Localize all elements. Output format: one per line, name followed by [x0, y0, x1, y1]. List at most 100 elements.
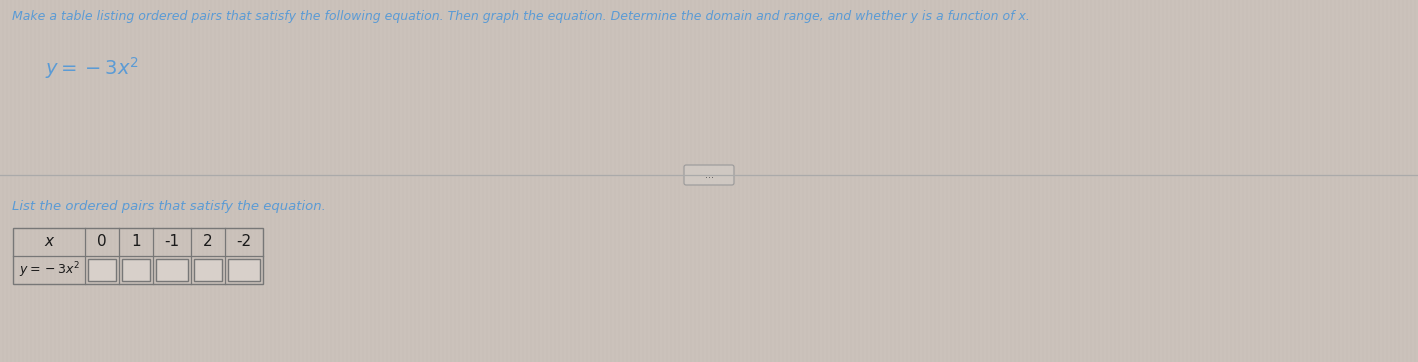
Bar: [428, 0, 430, 362]
Bar: [396, 0, 398, 362]
Bar: [672, 0, 674, 362]
Bar: [640, 0, 642, 362]
Bar: [1417, 0, 1418, 362]
Bar: [525, 0, 526, 362]
Bar: [1252, 0, 1254, 362]
Bar: [1276, 0, 1278, 362]
Bar: [312, 0, 313, 362]
Bar: [864, 0, 866, 362]
Bar: [881, 0, 882, 362]
Text: Make a table listing ordered pairs that satisfy the following equation. Then gra: Make a table listing ordered pairs that …: [11, 10, 1029, 23]
Bar: [116, 0, 118, 362]
Bar: [340, 0, 342, 362]
Bar: [703, 0, 706, 362]
Bar: [744, 0, 746, 362]
Text: List the ordered pairs that satisfy the equation.: List the ordered pairs that satisfy the …: [11, 200, 326, 213]
Bar: [547, 0, 550, 362]
Bar: [648, 0, 649, 362]
Bar: [1351, 0, 1354, 362]
Bar: [432, 0, 434, 362]
Bar: [1285, 0, 1286, 362]
Bar: [1400, 0, 1402, 362]
Bar: [123, 0, 126, 362]
Bar: [520, 0, 522, 362]
Bar: [556, 0, 559, 362]
Bar: [588, 0, 590, 362]
Bar: [121, 0, 122, 362]
Bar: [1132, 0, 1134, 362]
Bar: [1032, 0, 1034, 362]
Bar: [968, 0, 970, 362]
Bar: [1105, 0, 1106, 362]
Bar: [284, 0, 286, 362]
Bar: [1232, 0, 1234, 362]
Bar: [949, 0, 950, 362]
Bar: [468, 0, 469, 362]
Bar: [108, 0, 111, 362]
Bar: [472, 0, 474, 362]
Bar: [1312, 0, 1314, 362]
Bar: [132, 0, 133, 362]
Bar: [40, 0, 43, 362]
Bar: [1300, 0, 1302, 362]
Bar: [1176, 0, 1178, 362]
Bar: [476, 0, 478, 362]
Bar: [584, 0, 586, 362]
Bar: [727, 0, 730, 362]
Bar: [1340, 0, 1341, 362]
Bar: [1244, 0, 1246, 362]
Bar: [55, 0, 58, 362]
Bar: [1083, 0, 1086, 362]
Bar: [925, 0, 926, 362]
Bar: [264, 0, 267, 362]
Bar: [88, 259, 116, 281]
Bar: [296, 0, 298, 362]
Bar: [932, 0, 934, 362]
Bar: [4, 0, 6, 362]
Bar: [769, 0, 770, 362]
Bar: [194, 259, 223, 281]
Bar: [415, 0, 418, 362]
Bar: [951, 0, 954, 362]
Bar: [720, 0, 722, 362]
Bar: [208, 0, 210, 362]
Bar: [200, 0, 201, 362]
Bar: [784, 0, 786, 362]
Bar: [993, 0, 994, 362]
Bar: [604, 0, 605, 362]
Bar: [1008, 0, 1010, 362]
Text: -2: -2: [237, 235, 251, 249]
Bar: [1228, 0, 1229, 362]
Bar: [444, 0, 447, 362]
Bar: [372, 0, 374, 362]
Bar: [1149, 0, 1150, 362]
Bar: [484, 0, 486, 362]
Bar: [492, 0, 493, 362]
Bar: [596, 0, 598, 362]
Bar: [1217, 0, 1218, 362]
Bar: [536, 0, 537, 362]
Bar: [676, 0, 678, 362]
Bar: [1305, 0, 1306, 362]
Bar: [316, 0, 318, 362]
Bar: [1039, 0, 1042, 362]
Bar: [888, 0, 891, 362]
Bar: [356, 0, 357, 362]
Bar: [956, 0, 959, 362]
Bar: [1188, 0, 1190, 362]
Bar: [136, 0, 138, 362]
Bar: [92, 0, 94, 362]
Bar: [600, 0, 603, 362]
Bar: [1404, 0, 1407, 362]
Bar: [1373, 0, 1374, 362]
Bar: [1000, 0, 1003, 362]
Bar: [156, 0, 157, 362]
Bar: [1380, 0, 1383, 362]
Bar: [664, 0, 666, 362]
Bar: [659, 0, 662, 362]
Bar: [244, 0, 245, 362]
Bar: [1200, 0, 1202, 362]
Text: -1: -1: [164, 235, 180, 249]
Bar: [652, 0, 654, 362]
Bar: [277, 0, 278, 362]
